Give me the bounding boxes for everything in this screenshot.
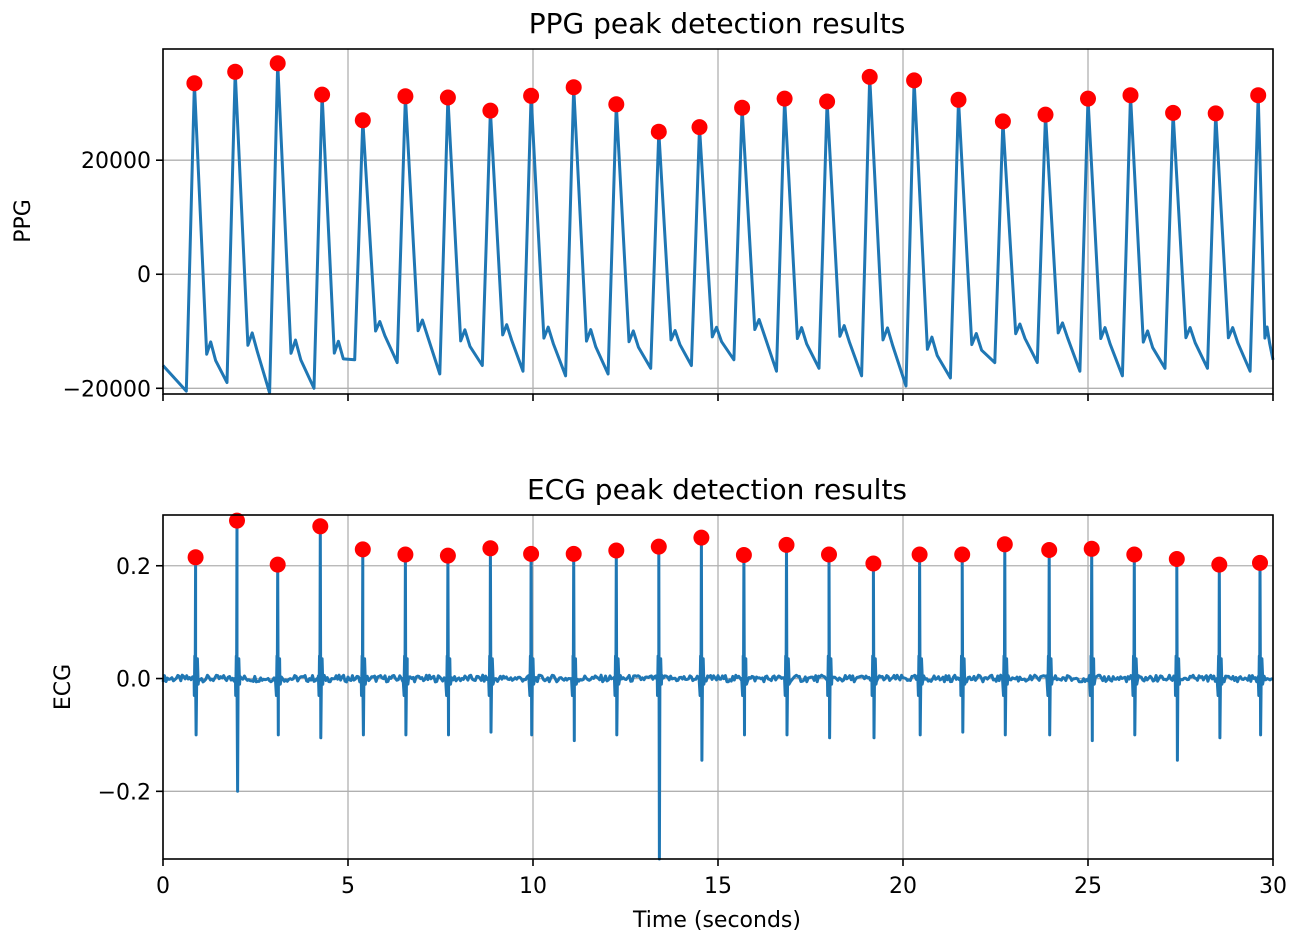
ecg-x-tick-label: 15 [704, 874, 732, 899]
ppg-peak-marker [186, 75, 203, 92]
ppg-chart-title: PPG peak detection results [529, 7, 906, 40]
ecg-peak-marker [1083, 540, 1100, 557]
ppg-peak-marker [1037, 106, 1054, 123]
ppg-y-tick-label: −20000 [63, 377, 151, 402]
ecg-y-tick-label: −0.2 [98, 780, 151, 805]
ecg-peak-marker [354, 541, 371, 558]
ppg-peak-marker [397, 88, 414, 105]
x-axis-label: Time (seconds) [632, 908, 801, 933]
ppg-signal-line [161, 61, 1275, 395]
ecg-chart-title: ECG peak detection results [527, 473, 907, 506]
ecg-peak-marker [650, 538, 667, 555]
ecg-peak-marker [1252, 554, 1268, 571]
ppg-peak-marker [482, 102, 499, 119]
ecg-peak-marker [523, 545, 540, 562]
ecg-peak-marker [439, 547, 456, 564]
ecg-x-tick-label: 0 [156, 874, 170, 899]
ppg-peak-marker [1165, 104, 1182, 121]
ecg-x-tick-label: 25 [1074, 874, 1102, 899]
ecg-peak-marker [229, 512, 245, 529]
ecg-peak-marker [565, 545, 582, 562]
ppg-peak-marker [354, 112, 371, 129]
ppg-peak-marker [227, 63, 244, 80]
ecg-peak-marker [1168, 551, 1185, 567]
ecg-peak-marker [482, 540, 499, 557]
ppg-y-axis-label: PPG [11, 199, 36, 243]
ecg-y-tick-label: 0.0 [116, 668, 151, 693]
ppg-peak-marker [734, 99, 751, 116]
ppg-peak-marker [691, 119, 708, 136]
ecg-x-tick-label: 20 [889, 874, 917, 899]
ppg-peak-marker [906, 72, 923, 89]
ecg-peak-marker [187, 549, 204, 566]
ecg-peak-marker [911, 546, 928, 563]
ppg-peak-marker [269, 55, 286, 72]
ppg-subplot: PPG peak detection results PPG −20000 0 20… [11, 7, 1275, 402]
ecg-peak-marker [1041, 542, 1058, 558]
ppg-peak-marker [1250, 87, 1267, 104]
ecg-peak-marker [865, 555, 882, 572]
ecg-peak-marker [954, 546, 971, 563]
ecg-y-tick-label: 0.2 [116, 555, 151, 580]
ecg-signal-line [161, 519, 1274, 861]
ecg-peak-marker [996, 536, 1013, 553]
ppg-peak-marker [314, 86, 331, 103]
ppg-peak-marker [1080, 90, 1096, 107]
ppg-peak-marker [861, 68, 878, 85]
ecg-x-tick-label: 5 [341, 874, 355, 899]
ecg-peak-marker [1211, 556, 1228, 573]
ecg-peak-marker [693, 529, 710, 546]
ecg-y-axis-label: ECG [51, 664, 76, 710]
ecg-peak-marker [608, 542, 625, 559]
ecg-peak-marker [778, 536, 795, 553]
ecg-x-tick-label: 10 [519, 874, 547, 899]
ecg-peak-marker [1126, 546, 1143, 563]
ecg-x-tick-label: 30 [1259, 874, 1287, 899]
ecg-peak-marker [397, 546, 414, 563]
ppg-peak-marker [1207, 105, 1224, 122]
ppg-y-tick-label: 20000 [81, 149, 151, 174]
ppg-y-tick-label: 0 [137, 263, 151, 288]
ppg-peak-marker [523, 87, 540, 104]
ppg-peak-marker [950, 91, 967, 108]
ecg-peak-marker [735, 547, 752, 563]
ppg-peak-marker [1122, 87, 1139, 104]
ecg-peak-marker [821, 546, 837, 563]
ppg-peak-marker [650, 123, 667, 140]
ppg-peak-marker [819, 93, 836, 110]
ppg-peak-marker [994, 113, 1011, 130]
ppg-peak-marker [776, 90, 793, 107]
ecg-subplot: ECG peak detection results ECG 0 5 10 15 20 2… [51, 473, 1287, 933]
ppg-peak-marker [439, 89, 456, 106]
ecg-peak-marker [269, 556, 286, 573]
ppg-peak-marker [608, 96, 625, 113]
ecg-peak-marker [312, 518, 329, 535]
ppg-peak-marker [565, 79, 582, 96]
